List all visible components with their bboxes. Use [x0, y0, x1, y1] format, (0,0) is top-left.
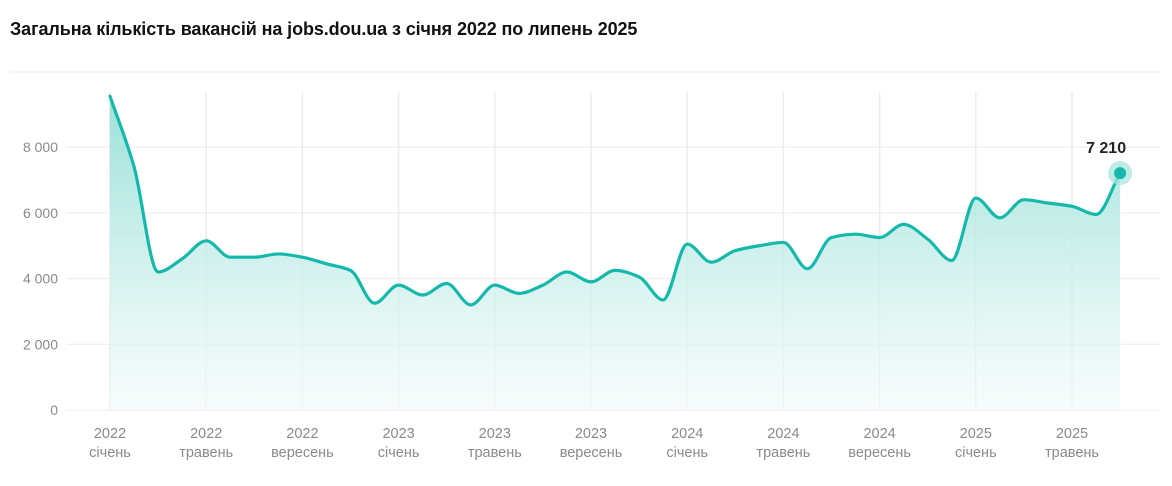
x-tick-month: травень	[1045, 445, 1099, 461]
x-tick-month: вересень	[848, 445, 911, 461]
y-tick-label: 2 000	[23, 336, 58, 352]
x-tick-label: 2023 січень	[378, 426, 420, 461]
x-tick-label: 2023 вересень	[560, 426, 623, 461]
data-point	[877, 235, 883, 241]
x-tick-month: вересень	[560, 445, 623, 461]
x-tick-label: 2024 вересень	[848, 426, 911, 461]
data-point	[564, 269, 570, 275]
data-point	[275, 251, 281, 257]
data-point	[107, 93, 113, 99]
x-tick-year: 2025	[1056, 426, 1088, 442]
x-tick-year: 2022	[94, 426, 126, 442]
y-tick-label: 4 000	[23, 271, 58, 287]
x-tick-label: 2022 травень	[179, 426, 233, 461]
data-point	[660, 297, 666, 303]
y-tick-label: 6 000	[23, 205, 58, 221]
x-tick-label: 2024 січень	[666, 426, 708, 461]
x-tick-year: 2024	[863, 426, 895, 442]
series-line	[108, 94, 1122, 307]
data-point	[925, 236, 931, 242]
x-axis: 2022 січень 2022 травень 2022 вересень 2023 січ…	[89, 426, 1099, 461]
x-tick-month: січень	[666, 445, 708, 461]
x-tick-label: 2022 вересень	[271, 426, 334, 461]
data-point	[348, 267, 354, 273]
x-tick-month: вересень	[271, 445, 334, 461]
data-point	[1021, 197, 1027, 203]
x-tick-month: січень	[955, 445, 997, 461]
x-tick-year: 2024	[767, 426, 799, 442]
chart-title: Загальна кількість вакансій на jobs.dou.…	[10, 19, 638, 39]
last-value-label: 7 210	[1086, 140, 1126, 157]
data-point	[492, 282, 498, 288]
data-point	[973, 195, 979, 201]
data-point	[227, 254, 233, 260]
y-tick-label: 8 000	[23, 139, 58, 155]
x-tick-month: травень	[179, 445, 233, 461]
data-point	[997, 215, 1003, 221]
data-point	[1093, 212, 1099, 218]
data-point	[853, 231, 859, 237]
last-point-marker[interactable]	[1114, 167, 1127, 180]
x-tick-label: 2022 січень	[89, 426, 131, 461]
data-point	[829, 235, 835, 241]
x-tick-year: 2023	[479, 426, 511, 442]
x-tick-month: травень	[756, 445, 810, 461]
x-tick-year: 2022	[190, 426, 222, 442]
x-tick-year: 2023	[382, 426, 414, 442]
data-point	[396, 282, 402, 288]
x-tick-month: січень	[89, 445, 131, 461]
data-point	[323, 261, 329, 267]
data-point	[780, 239, 786, 245]
data-point	[444, 281, 450, 287]
series-area	[110, 96, 1121, 411]
data-point	[636, 274, 642, 280]
data-point	[804, 266, 810, 272]
y-tick-label: 0	[50, 402, 58, 418]
data-point	[372, 300, 378, 306]
x-tick-label: 2025 січень	[955, 426, 997, 461]
data-point	[732, 248, 738, 254]
data-point	[949, 258, 955, 264]
data-point	[203, 238, 209, 244]
data-point	[516, 290, 522, 296]
data-point	[468, 302, 474, 308]
x-tick-month: травень	[468, 445, 522, 461]
data-point	[155, 269, 161, 275]
x-tick-year: 2022	[286, 426, 318, 442]
data-point	[1069, 203, 1075, 209]
data-point	[756, 243, 762, 249]
data-point	[588, 279, 594, 285]
data-point	[708, 259, 714, 265]
data-point	[179, 256, 185, 262]
x-tick-year: 2025	[960, 426, 992, 442]
data-point	[299, 254, 305, 260]
data-point	[131, 164, 137, 170]
data-point	[420, 292, 426, 298]
data-point	[612, 267, 618, 273]
x-tick-year: 2024	[671, 426, 703, 442]
data-point	[1045, 200, 1051, 206]
data-point	[540, 282, 546, 288]
x-tick-year: 2023	[575, 426, 607, 442]
data-point	[684, 241, 690, 247]
x-tick-month: січень	[378, 445, 420, 461]
x-tick-label: 2023 травень	[468, 426, 522, 461]
x-tick-label: 2024 травень	[756, 426, 810, 461]
data-point	[251, 254, 257, 260]
y-axis: 0 2 000 4 000 6 000 8 000	[23, 139, 58, 418]
x-tick-label: 2025 травень	[1045, 426, 1099, 461]
data-point	[901, 221, 907, 227]
